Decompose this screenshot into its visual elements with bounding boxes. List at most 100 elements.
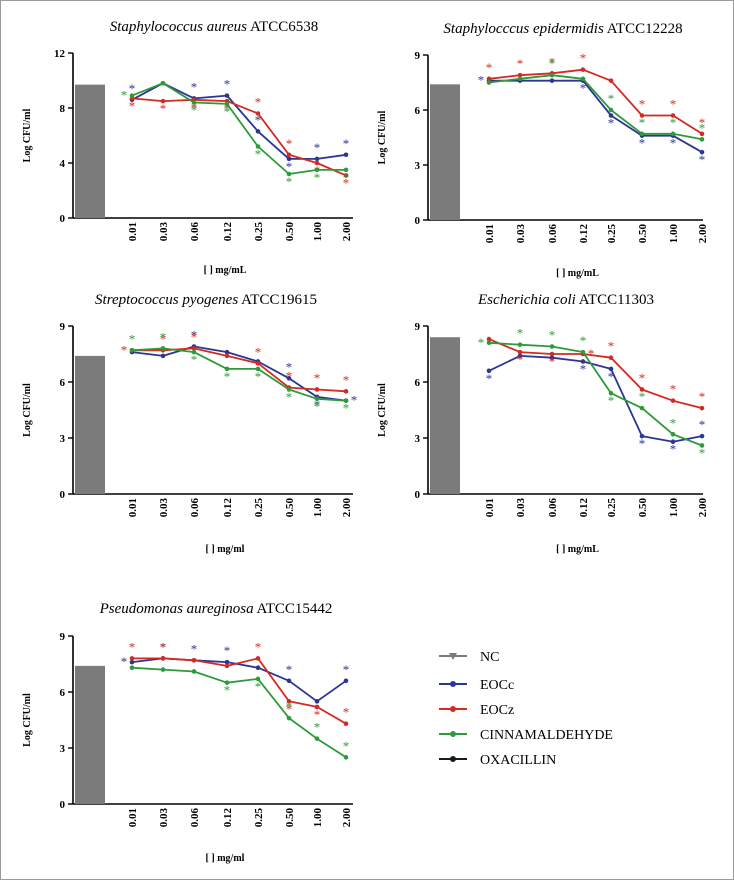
y-axis-label: Log CFU/ml (377, 383, 388, 437)
data-point-eocz (517, 72, 523, 78)
chart-title: Staphylocccus epidermidis ATCC12228 (443, 21, 682, 37)
chart-title: Pseudomonas aureginosa ATCC15442 (99, 601, 333, 617)
significance-star: * (517, 326, 524, 341)
data-point-eocz (580, 67, 586, 72)
data-point-eocz (517, 349, 523, 355)
x-tick-label: 0.50 (284, 808, 296, 828)
x-tick-label: 1.00 (668, 498, 680, 518)
significance-star: * (314, 720, 321, 735)
data-point-cinnamaldehyde (343, 167, 349, 173)
significance-star: * (160, 101, 167, 116)
data-point-eocz (255, 656, 261, 661)
significance-star: * (255, 112, 262, 127)
significance-star: * (121, 342, 128, 357)
significance-star: * (580, 81, 587, 96)
data-point-eocz (160, 656, 166, 661)
data-point-cinnamaldehyde (160, 667, 166, 672)
series-line-eocc (131, 345, 347, 402)
significance-star: * (286, 174, 293, 189)
significance-star: * (286, 699, 293, 714)
data-point-eocc (286, 678, 292, 684)
x-tick-label: 0.25 (253, 498, 265, 518)
significance-star: * (639, 115, 646, 130)
data-point-eocz (343, 389, 349, 394)
significance-star: * (343, 170, 350, 185)
significance-star: * (580, 361, 587, 376)
data-point-eocz (608, 78, 614, 83)
series-line-eocc (131, 657, 347, 703)
data-point-cinnamaldehyde (255, 676, 261, 682)
data-point-eocc (224, 93, 230, 98)
significance-star: * (699, 120, 706, 135)
significance-star: * (486, 60, 493, 75)
data-point-cinnamaldehyde (129, 347, 135, 353)
significance-star: * (670, 136, 677, 151)
data-point-eocc (670, 439, 676, 445)
significance-star: * (699, 445, 706, 460)
significance-star: * (286, 359, 293, 374)
legend-label-eocc: EOCc (480, 678, 514, 693)
y-tick-label: 9 (415, 321, 421, 333)
significance-star: * (191, 103, 198, 118)
data-point-cinnamaldehyde (517, 76, 523, 82)
significance-star: * (224, 77, 231, 92)
data-point-eocz (255, 111, 261, 116)
chart-title: Escherichia coli ATCC11303 (477, 292, 654, 308)
data-point-cinnamaldehyde (670, 431, 676, 437)
y-tick-label: 9 (60, 631, 66, 643)
y-tick-label: 3 (60, 433, 66, 445)
y-tick-label: 0 (60, 213, 66, 225)
significance-star: * (608, 369, 615, 384)
significance-star: * (224, 643, 231, 658)
series-line-eocc (488, 354, 703, 443)
legend-marker-eocc (450, 681, 456, 687)
chart-title-strain: ATCC11303 (576, 292, 654, 308)
significance-star: * (314, 370, 321, 385)
significance-star: * (314, 140, 321, 155)
x-axis-label: [ ] mg/ml (206, 544, 245, 555)
data-point-eocc (224, 349, 230, 355)
data-point-cinnamaldehyde (191, 669, 197, 674)
x-tick-label: 0.01 (127, 222, 139, 241)
data-point-eocz (314, 387, 320, 392)
x-tick-label: 2.00 (341, 222, 353, 242)
x-tick-label: 0.03 (158, 222, 170, 242)
legend-marker-cinnamaldehyde (450, 731, 456, 737)
significance-star: * (670, 97, 677, 112)
data-point-cinnamaldehyde (255, 366, 261, 372)
significance-star: * (160, 639, 167, 654)
data-point-eocz (343, 173, 349, 178)
series-line-eocc (489, 79, 703, 153)
x-tick-label: 0.25 (253, 808, 265, 828)
data-point-eocc (608, 366, 614, 372)
data-point-eocc (343, 678, 349, 684)
significance-star: * (343, 662, 350, 677)
chart-panel-1: Staphylococcus aureus ATCC6538 0 4 8 12 Log C… (22, 19, 353, 276)
data-point-eocc (314, 156, 320, 162)
data-point-eocc (255, 665, 261, 671)
nc-bar (430, 84, 460, 220)
x-tick-label: 0.12 (578, 498, 590, 518)
legend-label-oxacillin: OXACILLIN (480, 753, 556, 768)
data-point-eocz (286, 699, 292, 704)
series-line-cinnamaldehyde (131, 666, 347, 759)
chart-title-species: Staphylococcus aureus (110, 19, 247, 35)
data-point-eocc (255, 129, 261, 134)
data-point-cinnamaldehyde (580, 349, 586, 355)
significance-star: * (588, 346, 595, 361)
x-tick-label: 2.00 (341, 808, 353, 828)
data-point-eocz (224, 663, 230, 669)
data-point-cinnamaldehyde (129, 93, 135, 98)
x-tick-label: 0.01 (484, 498, 496, 517)
data-point-cinnamaldehyde (486, 80, 492, 85)
data-point-cinnamaldehyde (160, 346, 166, 351)
significance-star: * (314, 170, 321, 185)
significance-star: * (517, 352, 524, 367)
data-point-cinnamaldehyde (160, 80, 166, 86)
x-tick-label: 2.00 (697, 498, 709, 518)
y-tick-label: 3 (415, 433, 421, 445)
data-point-cinnamaldehyde (670, 131, 676, 137)
y-axis-label: Log CFU/ml (22, 108, 33, 162)
x-tick-label: 0.06 (189, 498, 201, 518)
y-tick-label: 12 (54, 48, 66, 60)
